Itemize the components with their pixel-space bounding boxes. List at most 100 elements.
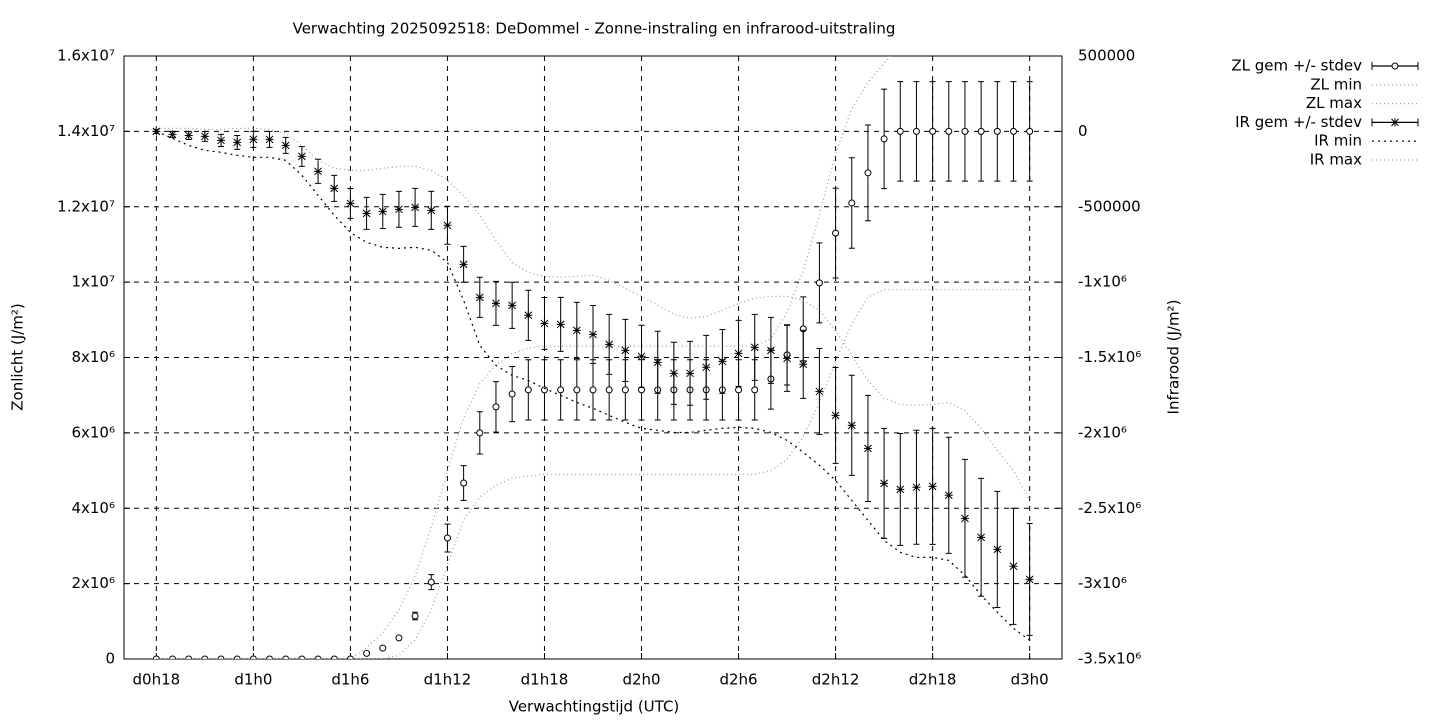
marker: [735, 386, 743, 394]
marker: [314, 655, 322, 659]
marker: [831, 411, 840, 420]
marker: [379, 644, 387, 652]
marker: [249, 655, 257, 659]
marker: [443, 221, 452, 230]
marker: [751, 386, 759, 394]
y-tick-label: 2x10⁶: [71, 574, 115, 592]
y-tick-label: 6x10⁶: [71, 423, 115, 441]
marker: [508, 301, 517, 310]
marker: [977, 127, 985, 135]
y-axis-label: Zonlicht (J/m²): [9, 303, 27, 411]
x-tick-label: d2h6: [719, 671, 757, 689]
marker: [637, 352, 646, 361]
marker: [233, 655, 241, 659]
marker: [1026, 127, 1034, 135]
legend-label: IR gem +/- stdev: [1235, 113, 1362, 131]
legend-label: IR max: [1310, 151, 1362, 169]
marker: [960, 514, 969, 523]
marker: [200, 132, 209, 141]
y2-axis-label: Infrarood (J/m²): [1165, 300, 1183, 415]
marker: [896, 485, 905, 494]
marker: [653, 358, 662, 367]
y2-tick-label: -3.5x10⁶: [1078, 650, 1141, 668]
marker: [669, 369, 678, 378]
x-tick-label: d1h12: [424, 671, 472, 689]
y2-tick-label: -2x10⁶: [1078, 423, 1127, 441]
x-tick-label: d2h18: [909, 671, 957, 689]
marker: [314, 167, 323, 176]
y-tick-label: 1.6x10⁷: [57, 47, 115, 65]
marker: [847, 421, 856, 430]
y-tick-label: 0: [105, 650, 115, 668]
marker: [265, 135, 274, 144]
marker: [1391, 62, 1399, 70]
marker: [411, 612, 419, 620]
marker: [168, 130, 177, 139]
marker: [1025, 575, 1034, 584]
marker: [427, 578, 435, 586]
y2-tick-label: 0: [1078, 122, 1088, 140]
marker: [993, 545, 1002, 554]
marker: [977, 533, 986, 542]
marker: [330, 655, 338, 659]
x-tick-label: d0h18: [133, 671, 181, 689]
marker: [1009, 127, 1017, 135]
marker: [1009, 562, 1018, 571]
marker: [896, 127, 904, 135]
marker: [152, 655, 160, 659]
marker: [702, 363, 711, 372]
x-tick-label: d2h0: [622, 671, 660, 689]
marker: [459, 260, 468, 269]
marker: [491, 299, 500, 308]
marker: [508, 390, 516, 398]
marker: [718, 357, 727, 366]
marker: [605, 340, 614, 349]
marker: [394, 205, 403, 214]
legend-label: ZL max: [1306, 94, 1362, 112]
series: [156, 127, 1031, 501]
marker: [443, 534, 451, 542]
marker: [863, 444, 872, 453]
marker: [734, 349, 743, 358]
y2-tick-label: -1x10⁶: [1078, 273, 1127, 291]
marker: [298, 655, 306, 659]
marker: [266, 655, 274, 659]
marker: [378, 207, 387, 216]
marker: [411, 203, 420, 212]
marker: [864, 169, 872, 177]
x-axis-label: Verwachtingstijd (UTC): [509, 698, 680, 716]
marker: [961, 127, 969, 135]
marker: [928, 482, 937, 491]
marker: [217, 655, 225, 659]
marker: [799, 360, 808, 369]
marker: [476, 429, 484, 437]
marker: [621, 346, 630, 355]
marker: [589, 386, 597, 394]
marker: [573, 386, 581, 394]
marker: [1391, 118, 1399, 127]
marker: [557, 386, 565, 394]
y-tick-label: 8x10⁶: [71, 348, 115, 366]
y2-tick-label: -500000: [1078, 197, 1141, 215]
legend-swatch-caps: [1371, 62, 1419, 70]
y-tick-label: 1x10⁷: [71, 273, 115, 291]
marker: [524, 311, 533, 320]
marker: [217, 136, 226, 145]
marker: [346, 199, 355, 208]
marker: [346, 655, 354, 659]
marker: [524, 386, 532, 394]
y2-tick-label: -2.5x10⁶: [1078, 499, 1141, 517]
marker: [880, 135, 888, 143]
x-tick-label: d3h0: [1011, 671, 1049, 689]
marker: [362, 209, 371, 218]
marker: [912, 127, 920, 135]
chart-title: Verwachting 2025092518: DeDommel - Zonne…: [293, 20, 896, 38]
series: [152, 81, 1034, 659]
marker: [621, 386, 629, 394]
marker: [880, 479, 889, 488]
marker: [766, 346, 775, 355]
marker: [395, 634, 403, 642]
marker: [929, 127, 937, 135]
marker: [363, 649, 371, 657]
marker: [945, 127, 953, 135]
